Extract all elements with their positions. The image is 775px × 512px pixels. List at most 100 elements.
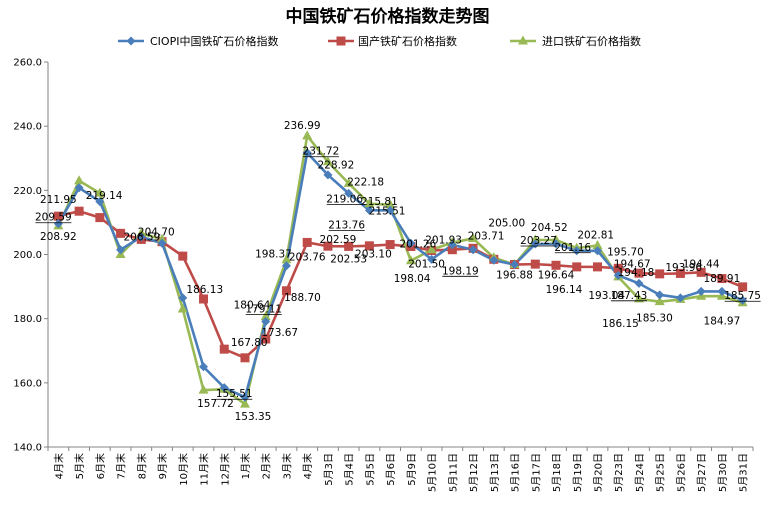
series-point-domestic	[281, 286, 291, 296]
data-label: 198.04	[394, 273, 431, 285]
data-label: 215.81	[361, 196, 398, 208]
series-point-imported	[385, 199, 396, 209]
series-point-imported	[405, 255, 416, 265]
x-tick-label: 5月6日	[385, 453, 397, 486]
x-tick-label: 5月9日	[406, 453, 418, 486]
series-point-domestic	[592, 262, 602, 272]
x-tick-label: 5月20日	[592, 453, 604, 492]
data-label: 236.99	[284, 120, 321, 132]
x-tick-label: 4月末	[52, 453, 65, 479]
data-label: 204.52	[531, 222, 568, 234]
series-point-domestic	[634, 268, 644, 278]
series-point-domestic	[551, 260, 561, 270]
series-point-imported	[343, 177, 354, 187]
series-point-domestic	[572, 262, 582, 272]
x-tick-label: 5月4日	[344, 453, 356, 486]
x-tick-label: 5月24日	[634, 453, 646, 492]
series-point-domestic	[717, 274, 727, 284]
data-label: 173.67	[261, 327, 298, 339]
x-tick-label: 11月末	[198, 453, 211, 486]
data-label: 195.70	[607, 246, 644, 258]
x-tick-label: 10月末	[177, 453, 190, 486]
series-point-ciopi	[178, 293, 188, 303]
series-point-ciopi	[281, 261, 291, 271]
y-tick-label: 260.0	[13, 58, 42, 69]
series-point-domestic	[323, 241, 333, 251]
series-point-ciopi	[717, 286, 727, 296]
data-label: 194.18	[618, 267, 655, 279]
data-label: 204.70	[138, 226, 175, 238]
data-label: 186.15	[602, 318, 639, 330]
data-label: 186.13	[186, 284, 223, 296]
series-line-1	[58, 209, 744, 360]
data-label: 193.04	[588, 290, 625, 302]
x-tick-label: 8月末	[135, 453, 148, 479]
data-label: 206.59	[123, 231, 160, 243]
data-label: 194.67	[614, 259, 651, 271]
series-point-imported	[177, 303, 188, 313]
series-point-imported	[551, 234, 562, 244]
data-label: 194.44	[683, 258, 720, 270]
data-label: 187.43	[611, 290, 648, 302]
data-label: 205.00	[488, 217, 525, 229]
series-point-ciopi	[675, 293, 685, 303]
data-label: 213.76	[328, 219, 365, 231]
series-point-ciopi	[157, 238, 167, 248]
series-point-imported	[74, 175, 85, 185]
x-tick-label: 1月末	[239, 453, 252, 479]
series-point-domestic	[613, 263, 623, 273]
data-label: 203.71	[468, 231, 505, 243]
series-point-imported	[530, 234, 541, 244]
series-point-domestic	[336, 36, 346, 46]
data-label: 185.30	[636, 313, 673, 325]
series-point-ciopi	[592, 246, 602, 256]
data-label: 153.35	[235, 411, 272, 423]
y-tick-label: 220.0	[13, 186, 42, 197]
series-point-ciopi	[655, 290, 665, 300]
x-tick-label: 6月末	[94, 453, 107, 479]
y-tick-label: 180.0	[13, 314, 42, 325]
x-tick-label: 5月30日	[717, 453, 729, 492]
x-tick-label: 7月末	[115, 453, 128, 479]
series-point-domestic	[95, 213, 105, 223]
data-label: 198.37	[255, 249, 292, 261]
data-label: 219.06	[326, 193, 363, 205]
x-tick-label: 9月末	[156, 453, 169, 479]
x-tick-label: 5月12日	[468, 453, 480, 492]
series-point-ciopi	[634, 278, 644, 288]
data-label: 184.97	[704, 316, 741, 328]
series-point-ciopi	[199, 362, 209, 372]
x-tick-label: 5月18日	[551, 453, 563, 492]
data-label: 203.27	[520, 235, 557, 247]
x-tick-label: 5月3日	[323, 453, 335, 486]
series-point-ciopi	[427, 254, 437, 264]
series-point-domestic	[178, 251, 188, 261]
series-point-domestic	[447, 245, 457, 255]
data-label: 201.50	[408, 259, 445, 271]
data-label: 180.64	[234, 300, 271, 312]
data-label: 189.91	[704, 273, 741, 285]
series-point-domestic	[385, 240, 395, 250]
x-tick-label: 5月31日	[738, 453, 750, 492]
series-point-ciopi	[364, 205, 374, 215]
x-tick-label: 2月末	[260, 453, 273, 479]
data-label: 203.10	[355, 249, 392, 261]
series-line-0	[57, 149, 744, 400]
data-label: 231.72	[303, 146, 340, 158]
series-point-ciopi	[95, 197, 105, 207]
series-point-ciopi	[696, 286, 706, 296]
series-point-domestic	[219, 344, 229, 354]
x-tick-label: 5月17日	[530, 453, 542, 492]
series-point-imported	[239, 398, 250, 408]
series-point-ciopi	[613, 270, 623, 280]
series-point-imported	[633, 293, 644, 303]
series-point-ciopi	[126, 36, 136, 46]
data-label: 188.70	[284, 292, 321, 304]
series-point-domestic	[675, 268, 685, 278]
y-tick-label: 240.0	[13, 122, 42, 133]
data-label: 179.11	[245, 304, 282, 316]
series-point-domestic	[74, 206, 84, 216]
series-point-ciopi	[406, 238, 416, 248]
data-label: 208.92	[40, 231, 77, 243]
data-label: 215.51	[369, 206, 406, 218]
